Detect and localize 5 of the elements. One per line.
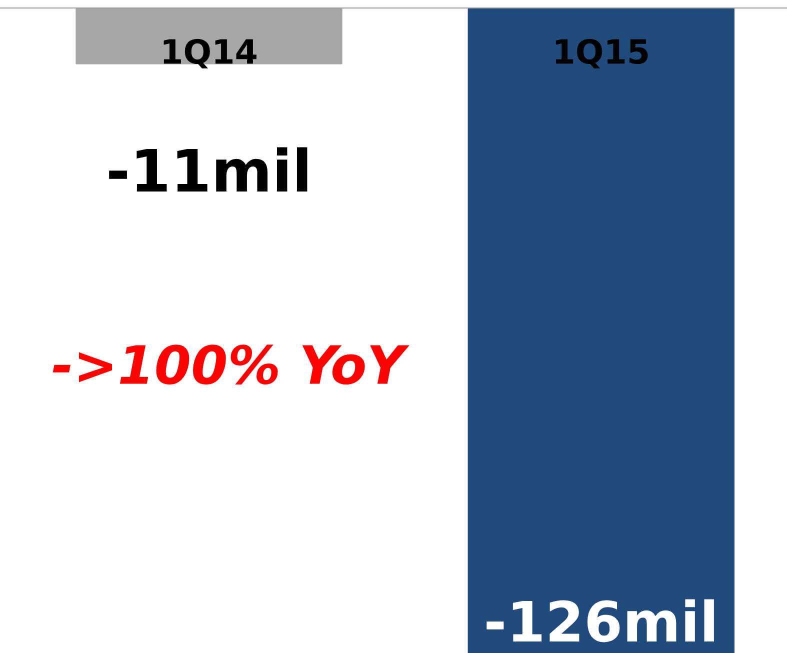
x-tick-label: 1Q15 <box>556 38 648 68</box>
data-label: -126mil <box>486 599 714 642</box>
x-tick-label: 1Q14 <box>164 38 256 68</box>
annotation: ->100% YoY <box>52 344 410 385</box>
data-label: -11mil <box>109 147 308 192</box>
